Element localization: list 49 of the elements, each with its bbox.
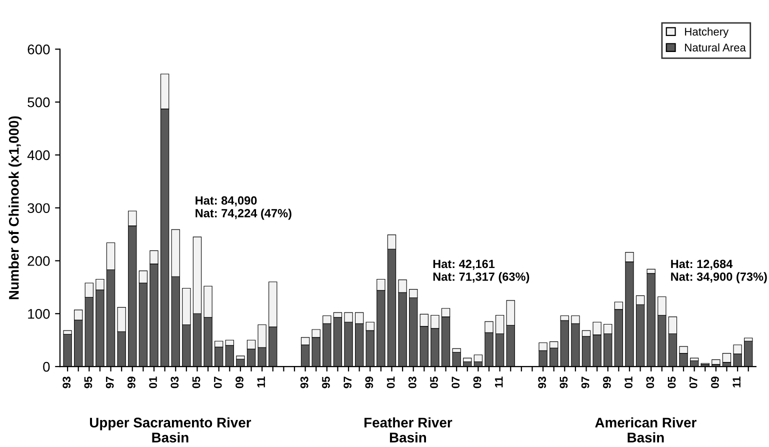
y-tick-label: 600 (28, 44, 50, 54)
x-tick-label: 95 (322, 376, 330, 388)
text: American River Basin (595, 417, 696, 442)
annotation: Hat: 12,684 Nat: 34,900 (73%) (671, 260, 767, 284)
bar (474, 354, 483, 362)
text: Feather River Basin (364, 417, 452, 442)
x-tick-label: 99 (602, 376, 611, 388)
y-axis-title: Number of Chinook (x1,000) (8, 116, 22, 300)
x-tick-label: 99 (365, 376, 374, 388)
x-tick-label: 97 (106, 376, 114, 388)
y-tick-label: 100 (28, 308, 50, 319)
x-tick-label: 05 (430, 376, 438, 388)
x-tick-label: 05 (192, 376, 200, 388)
x-tick-label: 05 (668, 376, 676, 388)
x-tick-label: 97 (344, 376, 352, 388)
bar (722, 353, 732, 363)
x-tick-label: 07 (689, 376, 698, 388)
y-tick-label: 300 (28, 203, 50, 214)
legend-label: Natural Area (685, 43, 746, 52)
x-tick-label: 07 (214, 376, 222, 388)
x-tick-label: 11 (732, 376, 740, 388)
y-tick-label: 200 (28, 256, 50, 266)
bar (463, 358, 472, 362)
x-tick-label: 07 (452, 376, 460, 388)
legend-label: Hatchery (685, 27, 729, 38)
x-tick-label: 01 (624, 376, 632, 388)
annotation: Hat: 84,090 Nat: 74,224 (47%) (196, 196, 292, 220)
x-tick-label: 95 (84, 376, 92, 388)
x-tick-label: 95 (560, 376, 568, 388)
x-tick-label: 93 (538, 376, 546, 388)
y-tick-label: 400 (27, 150, 50, 160)
annotation: Hat: 42,161 Nat: 71,317 (63%) (433, 260, 530, 284)
x-tick-label: 03 (170, 376, 179, 388)
x-tick-label: 09 (711, 376, 719, 388)
text: Upper Sacramento River Basin (90, 417, 252, 442)
x-tick-label: 09 (236, 376, 244, 388)
x-tick-label: 01 (149, 376, 157, 388)
y-tick-label: 0 (43, 362, 50, 372)
x-tick-label: 93 (62, 376, 71, 388)
x-tick-label: 93 (300, 376, 308, 388)
y-tick-label: 500 (28, 97, 50, 108)
x-tick-label: 99 (128, 376, 136, 388)
x-tick-label: 03 (646, 376, 654, 388)
x-tick-label: 01 (386, 376, 395, 388)
x-tick-label: 97 (581, 376, 590, 388)
x-tick-label: 11 (495, 376, 503, 388)
x-tick-label: 09 (473, 376, 482, 388)
x-tick-label: 11 (257, 376, 265, 388)
x-tick-label: 03 (408, 376, 416, 388)
